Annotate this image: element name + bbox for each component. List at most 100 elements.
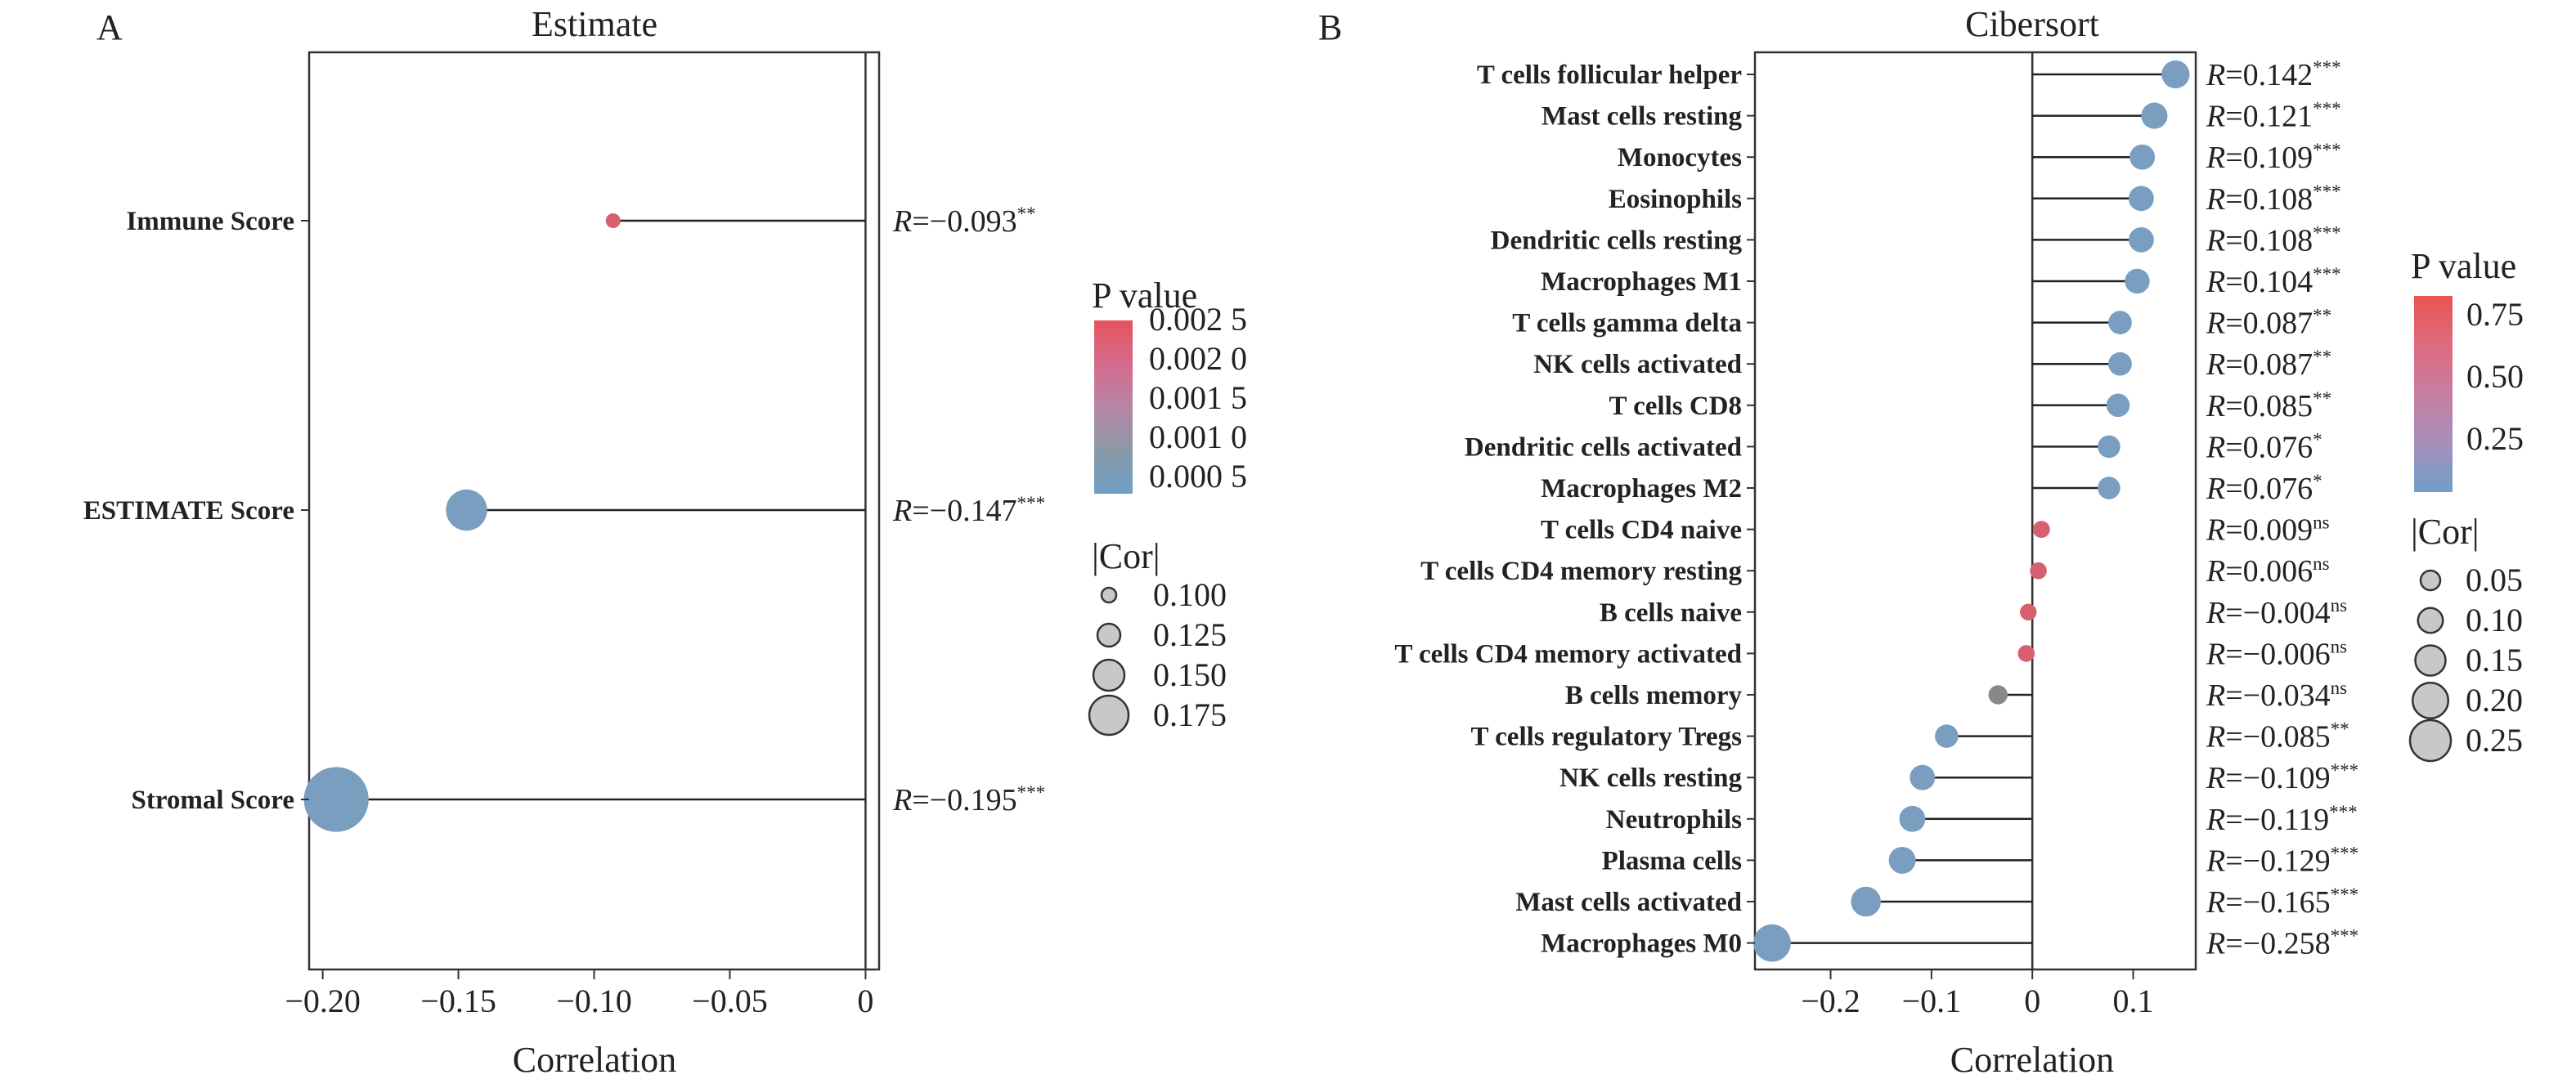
r-value: =−0.085 <box>2225 720 2330 754</box>
r-symbol: R <box>2206 844 2225 878</box>
panel-a-size-legend-title: |Cor| <box>1092 536 1160 576</box>
x-tick-label: −0.10 <box>556 983 632 1019</box>
significance-mark: ns <box>2313 513 2330 533</box>
data-point <box>2020 603 2037 620</box>
data-point <box>2098 435 2120 459</box>
panel-b-legend: P value 0.750.500.25 |Cor| 0.050.100.150… <box>2408 246 2524 763</box>
r-value: =0.104 <box>2225 265 2313 299</box>
r-symbol: R <box>2206 430 2225 464</box>
category-label: T cells gamma delta <box>1512 309 1742 338</box>
correlation-label: R=0.121*** <box>2206 99 2341 134</box>
r-symbol: R <box>2206 223 2225 257</box>
r-symbol: R <box>2206 472 2225 506</box>
r-symbol: R <box>2206 347 2225 382</box>
r-value: =0.076 <box>2225 472 2313 506</box>
category-label: NK cells activated <box>1533 350 1742 379</box>
r-value: =−0.258 <box>2225 927 2330 961</box>
size-key-label: 0.125 <box>1153 616 1227 653</box>
r-value: =−0.006 <box>2225 637 2330 671</box>
r-symbol: R <box>2206 265 2225 299</box>
correlation-label: R=−0.165*** <box>2206 884 2358 920</box>
significance-mark: * <box>2313 429 2322 450</box>
pvalue-tick-label: 0.25 <box>2466 420 2524 457</box>
significance-mark: *** <box>2313 57 2341 78</box>
pvalue-tick-label: 0.50 <box>2466 358 2524 395</box>
data-point <box>2030 562 2047 580</box>
r-value: =0.121 <box>2225 100 2313 134</box>
correlation-label: R=0.087** <box>2206 347 2331 382</box>
size-key-circle <box>1096 622 1122 648</box>
r-value: =0.142 <box>2225 58 2313 92</box>
correlation-label: R=0.076* <box>2206 471 2322 506</box>
correlation-label: R=0.076* <box>2206 429 2322 464</box>
r-symbol: R <box>2206 307 2225 341</box>
x-tick-label: −0.15 <box>420 983 496 1019</box>
size-key-label: 0.10 <box>2466 602 2523 638</box>
correlation-label: R=0.104*** <box>2206 264 2341 299</box>
pvalue-tick-label: 0.002 5 <box>1149 301 1247 338</box>
r-symbol: R <box>2206 885 2225 920</box>
category-label: Dendritic cells activated <box>1465 432 1742 462</box>
panel-b-x-axis-title: Correlation <box>1950 1040 2114 1080</box>
panel-b-plot-frame <box>1753 51 2197 971</box>
significance-mark: ** <box>2313 306 2331 326</box>
r-symbol: R <box>2206 720 2225 754</box>
x-tick-label: −0.1 <box>1902 983 1962 1019</box>
correlation-label: R=0.142*** <box>2206 57 2341 92</box>
pvalue-tick-label: 0.001 5 <box>1149 379 1247 416</box>
r-value: =−0.165 <box>2225 885 2330 920</box>
panel-b-points <box>1753 60 2190 962</box>
category-label: Monocytes <box>1618 143 1742 172</box>
r-value: =0.006 <box>2225 554 2313 589</box>
data-point <box>2108 311 2132 334</box>
pvalue-tick-label: 0.75 <box>2466 296 2524 333</box>
data-point <box>1910 764 1936 790</box>
x-tick-label: −0.20 <box>285 983 361 1019</box>
panel-b-correlation-labels: R=0.142***R=0.121***R=0.109***R=0.108***… <box>2206 57 2358 961</box>
data-point <box>1753 924 1791 962</box>
panel-b-pvalue-ticks: 0.75 0.50 0.25 <box>2466 296 2524 457</box>
significance-mark: *** <box>1017 782 1046 803</box>
size-key-circle <box>1100 586 1118 604</box>
r-symbol: R <box>892 204 912 239</box>
category-label: Stromal Score <box>132 786 295 815</box>
size-key-circle <box>1092 658 1126 692</box>
r-value: =−0.129 <box>2225 844 2330 878</box>
x-tick-label: 0 <box>2024 983 2040 1019</box>
pvalue-tick-label: 0.001 0 <box>1149 419 1247 455</box>
significance-mark: *** <box>2313 99 2341 119</box>
significance-mark: *** <box>2331 884 2359 905</box>
correlation-label: R=−0.006ns <box>2206 636 2347 671</box>
correlation-label: R=0.108*** <box>2206 222 2341 257</box>
category-label: Macrophages M2 <box>1541 474 1742 504</box>
significance-mark: *** <box>2313 181 2341 202</box>
r-value: =0.076 <box>2225 430 2313 464</box>
size-key-circle <box>2417 607 2444 634</box>
data-point <box>2141 102 2168 129</box>
size-key-label: 0.25 <box>2466 722 2523 759</box>
data-point <box>1935 724 1959 748</box>
size-key-label: 0.100 <box>1153 576 1227 613</box>
r-symbol: R <box>2206 182 2225 217</box>
correlation-label: R=0.085** <box>2206 388 2331 423</box>
r-symbol: R <box>2206 596 2225 630</box>
significance-mark: ** <box>2331 719 2349 740</box>
category-label: Mast cells resting <box>1542 102 1743 132</box>
r-symbol: R <box>2206 637 2225 671</box>
category-label: T cells regulatory Tregs <box>1471 723 1743 752</box>
category-label: T cells CD4 memory resting <box>1420 557 1742 586</box>
x-tick-label: 0 <box>857 983 873 1019</box>
data-point <box>2106 393 2130 418</box>
panel-b-x-ticks: −0.2 −0.1 0 0.1 <box>1801 969 2154 1019</box>
category-label: B cells memory <box>1565 681 1743 710</box>
r-symbol: R <box>2206 58 2225 92</box>
correlation-label: R=0.006ns <box>2206 553 2330 589</box>
r-symbol: R <box>892 494 912 528</box>
significance-mark: *** <box>2331 760 2359 781</box>
correlation-label: R=−0.085** <box>2206 719 2349 754</box>
r-value: =0.087 <box>2225 347 2313 382</box>
significance-mark: *** <box>2313 222 2341 243</box>
correlation-label: R=−0.093** <box>892 204 1036 239</box>
